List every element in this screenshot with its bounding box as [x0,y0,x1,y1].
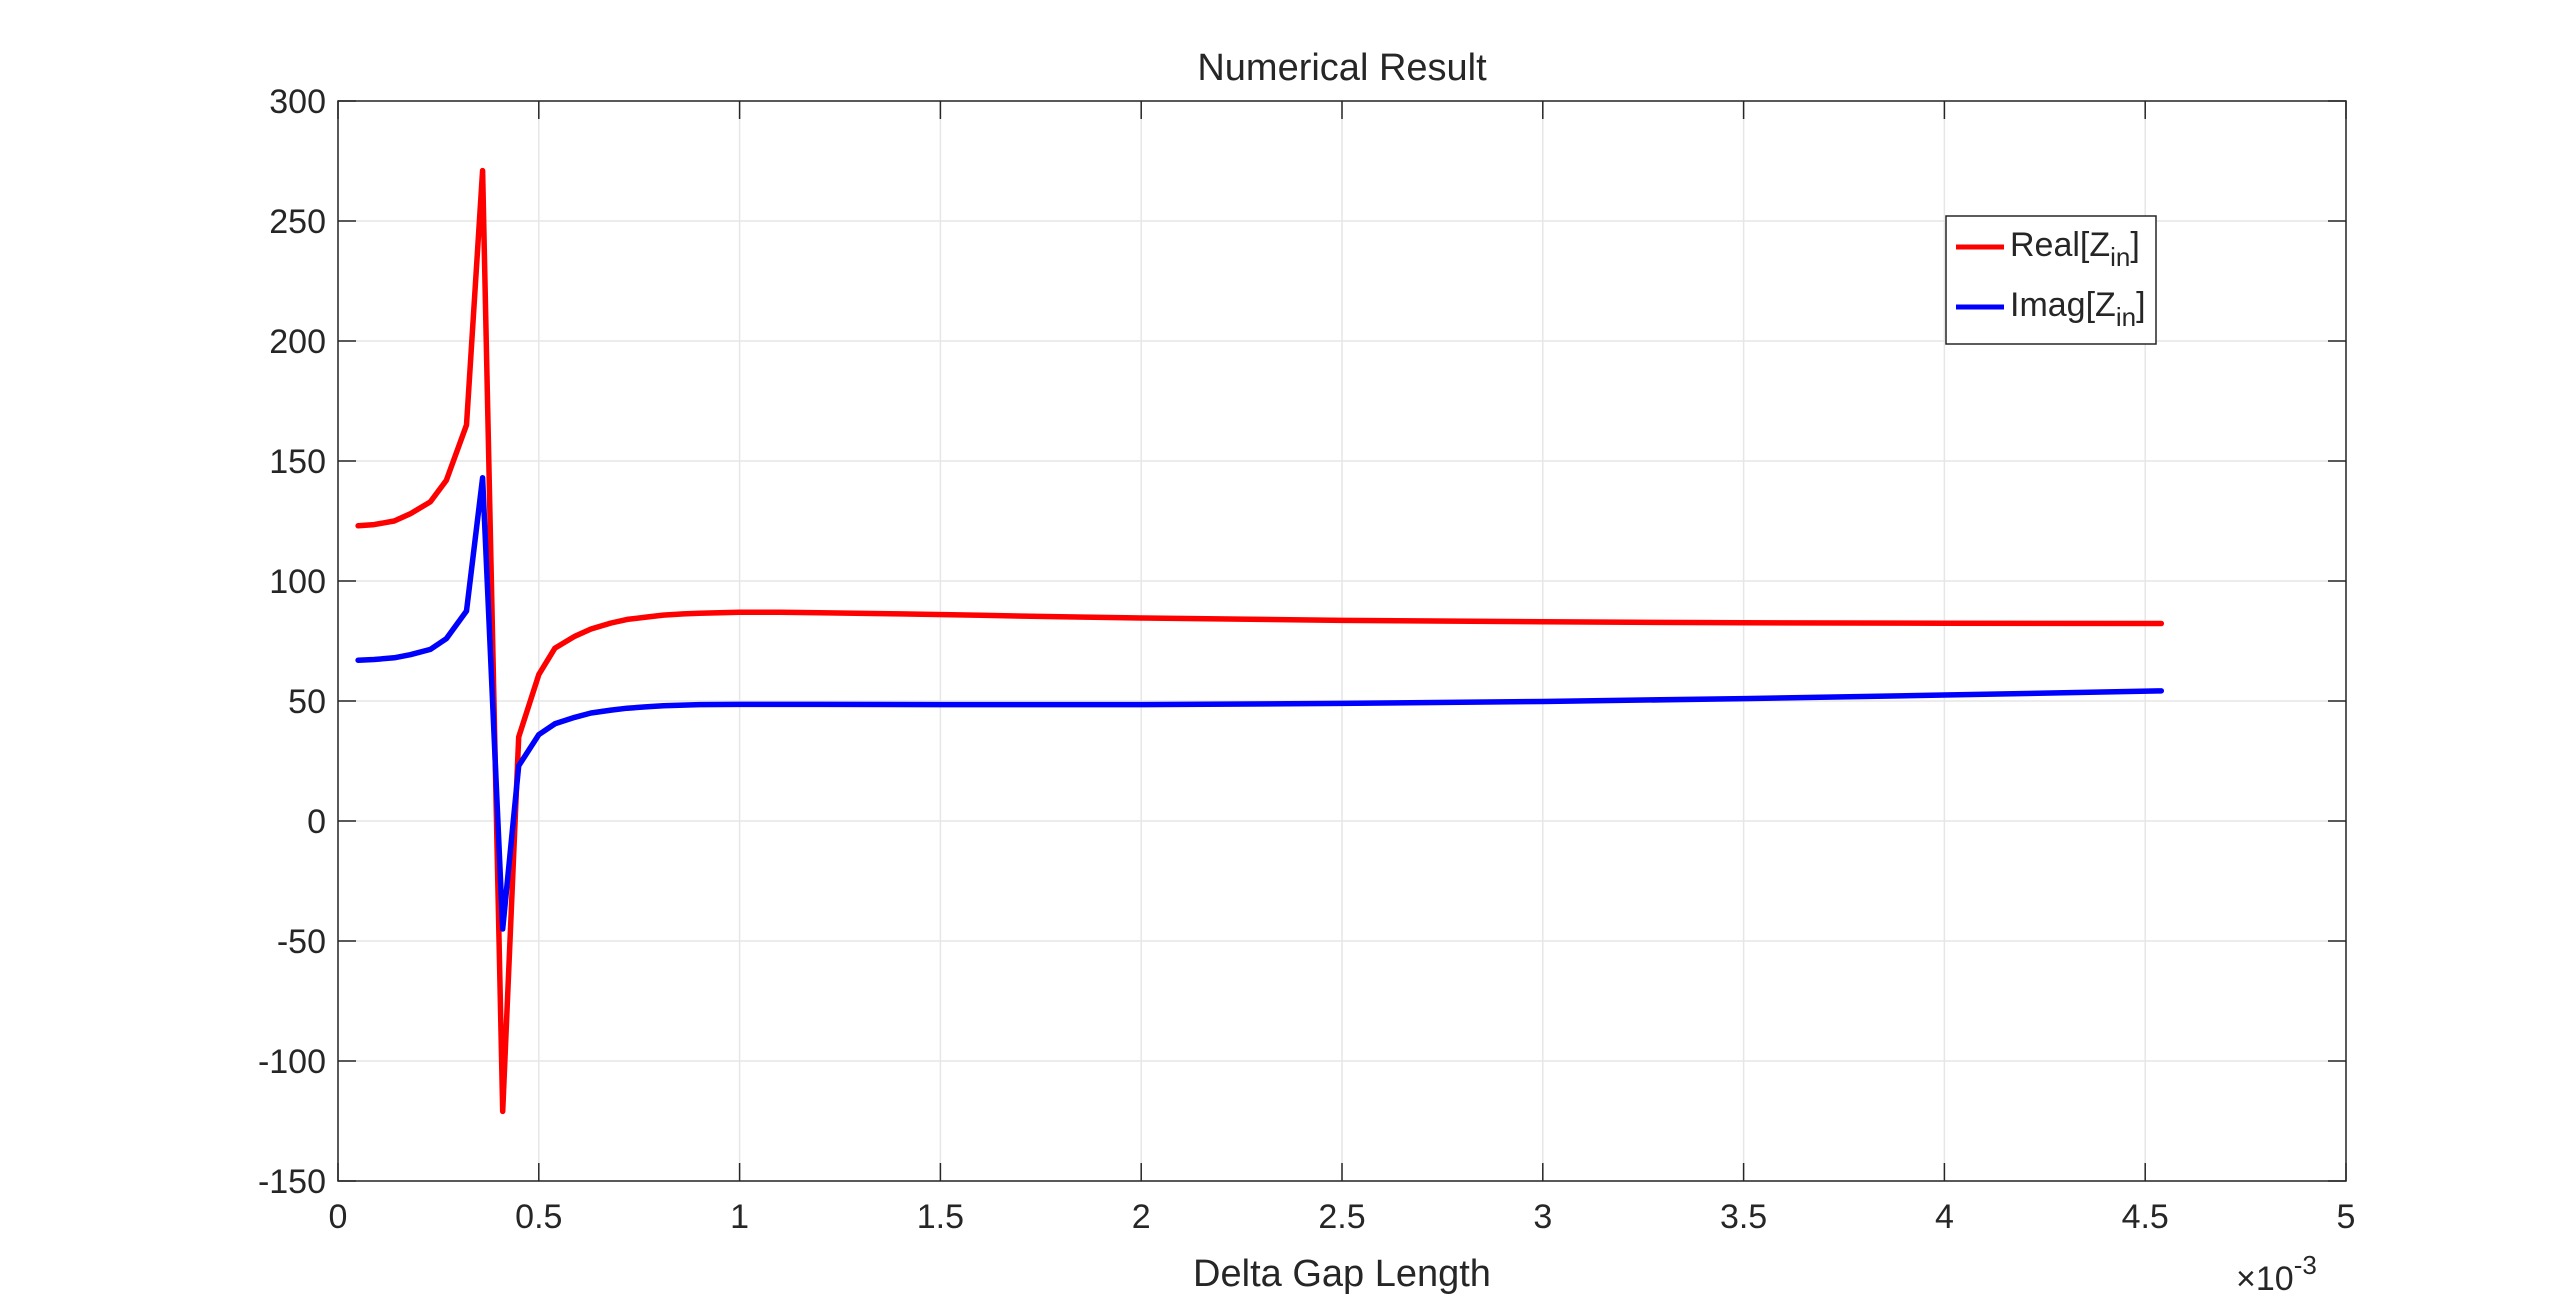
svg-text:Real[Zin]: Real[Zin] [2010,226,2140,272]
y-tick-label: -100 [258,1043,326,1081]
x-tick-label: 4.5 [2122,1198,2169,1236]
legend-item-real: Real[Zin] [1956,226,2140,272]
x-axis-label: Delta Gap Length [1193,1253,1491,1295]
legend-box [1945,215,2157,345]
x-tick-label: 2.5 [1318,1198,1365,1236]
svg-text:Imag[Zin]: Imag[Zin] [2010,286,2146,332]
x-exponent-base: ×10 [2236,1260,2294,1298]
legend-label-real-sub: in [2110,242,2130,272]
legend-item-imag: Imag[Zin] [1956,286,2146,332]
x-exponent-label: ×10-3 [2236,1250,2317,1298]
y-tick-label: 100 [269,563,326,601]
y-tick-label: 0 [307,803,326,841]
svg-text:×10-3: ×10-3 [2236,1250,2317,1298]
y-tick-label: 250 [269,203,326,241]
legend-label-real-close: ] [2130,226,2139,264]
series-group [355,167,2165,1115]
legend-label-imag-sub: in [2116,302,2136,332]
chart-title: Numerical Result [1197,47,1487,89]
legend-label-imag-close: ] [2136,286,2145,324]
series-line-imag [355,475,2165,932]
x-tick-label: 5 [2337,1198,2356,1236]
x-tick-label: 3.5 [1720,1198,1767,1236]
ticks: 0 0.5 1 1.5 2 2.5 3 3.5 4 4.5 5 -150 -100 -50 0 50 100 15… [258,83,2356,1236]
series-line-real [355,167,2165,1115]
x-tick-label: 0 [329,1198,348,1236]
y-tick-label: -50 [277,923,326,961]
y-tick-label: 150 [269,443,326,481]
y-tick-label: 200 [269,323,326,361]
y-tick-label: 50 [288,683,326,721]
x-tick-label: 4 [1935,1198,1954,1236]
x-tick-label: 2 [1132,1198,1151,1236]
x-exponent-power: -3 [2294,1250,2317,1280]
legend-label-imag: Imag[Z [2010,286,2116,324]
x-tick-label: 3 [1533,1198,1552,1236]
x-tick-label: 1 [730,1198,749,1236]
y-tick-label: 300 [269,83,326,121]
legend: Real[Zin] Imag[Zin] [1945,215,2157,345]
x-tick-label: 0.5 [515,1198,562,1236]
legend-label-real: Real[Z [2010,226,2110,264]
y-tick-label: -150 [258,1163,326,1201]
x-tick-label: 1.5 [917,1198,964,1236]
